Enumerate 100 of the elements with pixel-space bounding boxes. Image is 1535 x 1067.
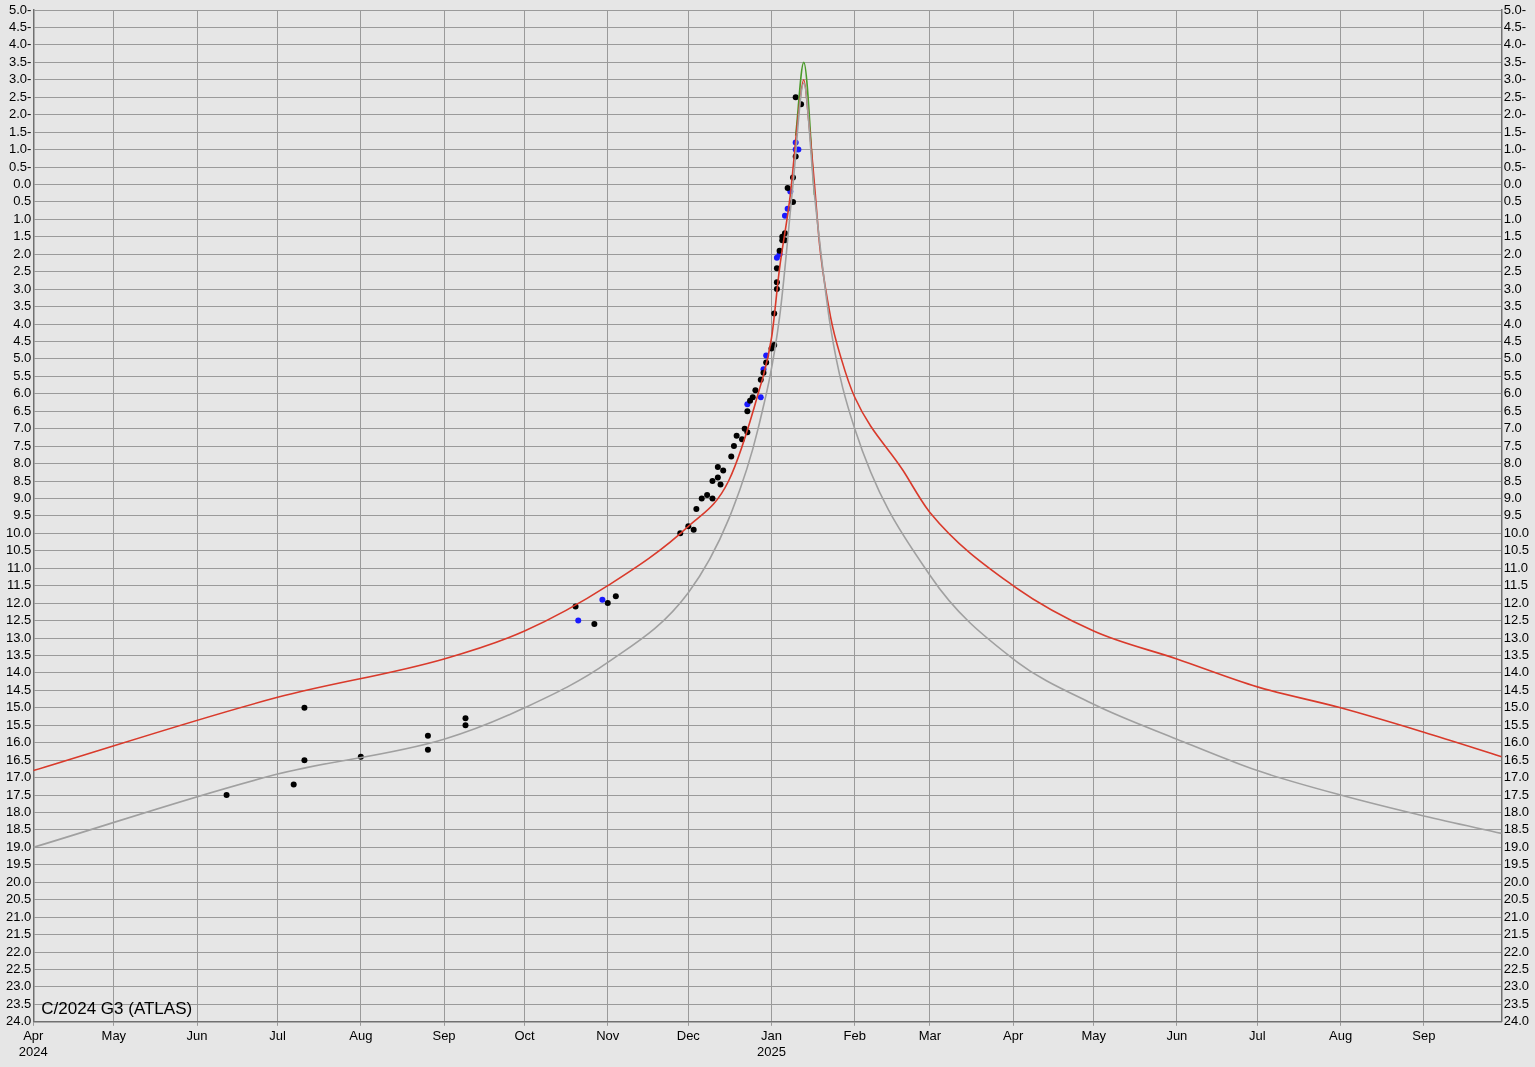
- y2-tick-label: 13.0: [1503, 629, 1530, 645]
- y-tick-label: 4.5: [13, 333, 32, 349]
- y-tick-label: 24.0: [5, 1013, 32, 1029]
- y-tick-label: 21.5: [5, 926, 32, 942]
- y-tick-label: 7.5: [13, 437, 32, 453]
- y-tick-label: 7.0: [13, 420, 32, 436]
- y-tick-label: 18.0: [5, 804, 32, 820]
- y2-tick-label: 20.0: [1503, 873, 1530, 889]
- x-tick-label: Sep: [1412, 1028, 1436, 1044]
- y-tick-label: 22.5: [5, 961, 32, 977]
- y2-tick-label: 16.5: [1503, 751, 1530, 767]
- y2-tick-label: 10.5: [1503, 542, 1530, 558]
- y-tick-label: 0.5: [13, 193, 32, 209]
- y2-tick-label: 17.5: [1503, 786, 1530, 802]
- x-tick-label: Feb: [843, 1028, 866, 1044]
- x-tick-label: Jun: [1166, 1028, 1188, 1044]
- y-tick-label: 20.0: [5, 873, 32, 889]
- y2-tick-label: 19.0: [1503, 838, 1530, 854]
- y-tick-label: 22.0: [5, 943, 32, 959]
- y-tick-label: 6.0: [13, 385, 32, 401]
- y2-tick-label: 21.5: [1503, 926, 1530, 942]
- y2-tick-label: 18.0: [1503, 804, 1530, 820]
- y-tick-label: 18.5: [5, 821, 32, 837]
- y-tick-label: 10.5: [5, 542, 32, 558]
- y2-tick-label: 22.0: [1503, 943, 1530, 959]
- y-tick-label: 4.0-: [8, 36, 32, 52]
- y2-tick-label: 7.0: [1503, 420, 1522, 436]
- y2-tick-label: 12.0: [1503, 594, 1530, 610]
- x-tick-label: Apr 2024: [18, 1028, 48, 1059]
- y-tick-label: 11.5: [6, 577, 32, 593]
- y-tick-label: 11.0: [6, 559, 32, 575]
- y2-tick-label: 4.0: [1503, 315, 1522, 331]
- y-tick-label: 3.5-: [8, 53, 32, 69]
- y-tick-label: 21.0: [5, 908, 32, 924]
- y2-tick-label: 1.0-: [1503, 141, 1527, 157]
- y-tick-label: 2.0-: [8, 106, 32, 122]
- y-tick-label: 8.5: [13, 472, 32, 488]
- y-tick-label: 2.5-: [8, 88, 32, 104]
- y-tick-label: 17.0: [5, 769, 32, 785]
- y2-tick-label: 6.0: [1503, 385, 1522, 401]
- y2-tick-label: 18.5: [1503, 821, 1530, 837]
- x-tick-label: Aug: [1329, 1028, 1353, 1044]
- y-tick-label: 3.0-: [8, 71, 32, 87]
- y-tick-label: 2.5: [13, 263, 32, 279]
- x-tick-label: Jul: [269, 1028, 286, 1044]
- y2-tick-label: 8.5: [1503, 472, 1522, 488]
- y-tick-label: 3.0: [13, 280, 32, 296]
- x-tick-label: Jun: [186, 1028, 208, 1044]
- y2-tick-label: 7.5: [1503, 437, 1522, 453]
- y2-tick-label: 4.5-: [1503, 19, 1527, 35]
- y2-tick-label: 0.0: [1503, 176, 1522, 192]
- y-tick-label: 1.0-: [8, 141, 32, 157]
- y-tick-label: 4.0: [13, 315, 32, 331]
- y2-tick-label: 15.5: [1503, 716, 1530, 732]
- y-tick-label: 2.0: [13, 245, 32, 261]
- y2-tick-label: 2.0: [1503, 245, 1522, 261]
- y-tick-label: 1.5: [13, 228, 32, 244]
- y-tick-label: 3.5: [13, 298, 32, 314]
- y2-tick-label: 24.0: [1503, 1013, 1530, 1029]
- y-tick-label: 13.0: [5, 629, 32, 645]
- y-tick-label: 20.5: [5, 891, 32, 907]
- y2-tick-label: 0.5-: [1503, 158, 1527, 174]
- y-tick-label: 0.5-: [8, 158, 32, 174]
- y2-tick-label: 9.5: [1503, 507, 1522, 523]
- y2-tick-label: 21.0: [1503, 908, 1530, 924]
- y-tick-label: 17.5: [5, 786, 32, 802]
- y2-tick-label: 6.5: [1503, 402, 1522, 418]
- y2-tick-label: 8.0: [1503, 455, 1522, 471]
- y-tick-label: 15.0: [5, 699, 32, 715]
- y2-tick-label: 14.5: [1503, 681, 1530, 697]
- y-tick-label: 19.5: [5, 856, 32, 872]
- x-tick-label: Apr: [1003, 1028, 1024, 1044]
- y2-tick-label: 19.5: [1503, 856, 1530, 872]
- y2-tick-label: 4.0-: [1503, 36, 1527, 52]
- y2-tick-label: 23.5: [1503, 995, 1530, 1011]
- y-tick-label: 15.5: [5, 716, 32, 732]
- y-tick-label: 10.0: [5, 524, 32, 540]
- y2-tick-label: 11.5: [1503, 577, 1529, 593]
- y-tick-label: 5.0: [13, 350, 32, 366]
- y-tick-label: 12.0: [5, 594, 32, 610]
- y-tick-label: 9.0: [13, 490, 32, 506]
- y2-tick-label: 1.0: [1503, 210, 1522, 226]
- y-tick-label: 23.0: [5, 978, 32, 994]
- x-tick-label: Dec: [676, 1028, 701, 1044]
- x-tick-label: May: [101, 1028, 127, 1044]
- y2-tick-label: 14.0: [1503, 664, 1530, 680]
- y-tick-label: 1.5-: [8, 123, 32, 139]
- y2-tick-label: 3.5-: [1503, 53, 1527, 69]
- y2-tick-label: 3.0: [1503, 280, 1522, 296]
- x-tick-label: Aug: [349, 1028, 373, 1044]
- y-tick-label: 4.5-: [8, 19, 32, 35]
- y2-tick-label: 11.0: [1503, 559, 1529, 575]
- y-tick-label: 16.0: [5, 734, 32, 750]
- y2-tick-label: 22.5: [1503, 961, 1530, 977]
- y2-tick-label: 4.5: [1503, 333, 1522, 349]
- y2-tick-label: 5.0: [1503, 350, 1522, 366]
- y2-tick-label: 3.5: [1503, 298, 1522, 314]
- y2-tick-label: 13.5: [1503, 647, 1530, 663]
- y-tick-label: 14.0: [5, 664, 32, 680]
- y-tick-label: 1.0: [13, 210, 32, 226]
